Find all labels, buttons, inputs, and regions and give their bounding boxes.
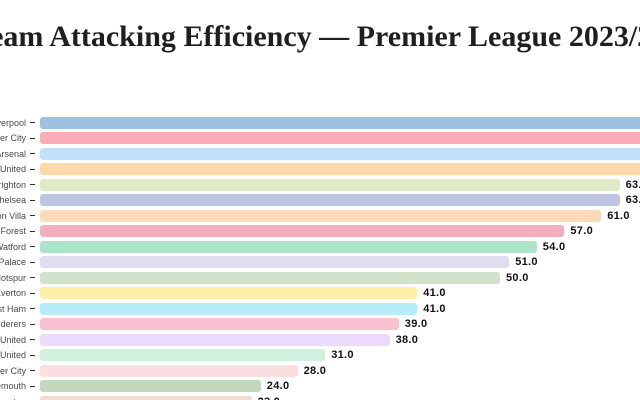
bar-row: Everton 41.0 [0, 286, 640, 302]
y-axis-team-label: Newcastle United [0, 350, 26, 361]
y-axis-team-label: Liverpool [0, 117, 26, 128]
y-tick-mark [30, 339, 35, 341]
team-bar [40, 333, 390, 346]
y-tick-mark [30, 261, 35, 263]
team-bar [40, 364, 298, 377]
bar-value-label: 51.0 [515, 256, 538, 269]
y-axis-team-label: Aston Villa [0, 210, 26, 221]
y-tick-mark [30, 122, 35, 124]
bar-value-label: 41.0 [423, 287, 446, 300]
y-axis-team-label: Bournemouth [0, 381, 26, 392]
bar-row: Leeds United 38.0 [0, 332, 640, 348]
y-axis-team-label: Crystal Palace [0, 257, 26, 268]
team-bar [40, 147, 640, 160]
bar-row: Nottingham Forest 57.0 [0, 224, 640, 240]
bar-row: Crystal Palace 51.0 [0, 255, 640, 271]
bar-row: Manchester City [0, 131, 640, 147]
team-bar [40, 225, 565, 238]
y-tick-mark [30, 184, 35, 186]
bar-value-label: 38.0 [395, 333, 419, 346]
y-axis-team-label: Chelsea [0, 195, 26, 206]
bar-row: Chelsea 63.0 [0, 193, 640, 209]
bar-row: Manchester United [0, 162, 640, 178]
bar-row: Bournemouth 24.0 [0, 379, 640, 395]
y-axis-team-label: Arsenal [0, 148, 26, 159]
team-bar [40, 194, 620, 207]
y-tick-mark [30, 354, 35, 356]
y-axis-team-label: Southampton [0, 397, 26, 400]
bar-value-label: 63.0 [625, 194, 640, 207]
y-axis-team-label: Tottenham Hotspur [0, 272, 26, 283]
team-bar [40, 209, 602, 222]
team-bar [40, 178, 620, 191]
team-bar [40, 116, 640, 129]
bar-value-label: 23.0 [258, 396, 281, 400]
y-tick-mark [30, 385, 35, 387]
chart-title: Team Attacking Efficiency — Premier Leag… [0, 20, 640, 53]
team-bar [40, 318, 399, 331]
y-tick-mark [30, 199, 35, 201]
bar-value-label: 61.0 [607, 209, 630, 222]
bar-row: Wolverhampton Wanderers 39.0 [0, 317, 640, 333]
y-tick-mark [30, 323, 35, 325]
bar-row: West Ham 41.0 [0, 301, 640, 317]
bar-row: Liverpool [0, 115, 640, 131]
y-tick-mark [30, 308, 35, 310]
bar-row: Aston Villa 61.0 [0, 208, 640, 224]
bar-row: Watford 54.0 [0, 239, 640, 255]
y-axis-team-label: Wolverhampton Wanderers [0, 319, 26, 330]
y-axis-team-label: Nottingham Forest [0, 226, 26, 237]
y-tick-mark [30, 153, 35, 155]
bar-value-label: 41.0 [423, 302, 446, 315]
bar-row: Newcastle United 31.0 [0, 348, 640, 364]
team-bar [40, 240, 537, 253]
team-bar [40, 256, 510, 269]
bar-value-label: 50.0 [506, 271, 529, 284]
bar-rows-container: Liverpool Manchester City Arsenal Mancheste… [0, 115, 640, 400]
y-axis-team-label: Manchester City [0, 133, 26, 144]
bar-row: Brighton 63.0 [0, 177, 640, 193]
team-bar [40, 395, 252, 400]
team-bar [40, 132, 640, 145]
y-axis-team-label: West Ham [0, 303, 26, 314]
y-tick-mark [30, 215, 35, 217]
team-bar [40, 302, 418, 315]
y-axis-team-label: Leicester City [0, 365, 26, 376]
bar-row: Southampton 23.0 [0, 394, 640, 400]
bar-value-label: 39.0 [404, 318, 428, 331]
y-tick-mark [30, 277, 35, 279]
bar-value-label: 63.0 [625, 178, 640, 191]
bar-value-label: 24.0 [266, 380, 290, 393]
y-tick-mark [30, 292, 35, 294]
y-axis-team-label: Watford [0, 241, 26, 252]
bar-row: Arsenal [0, 146, 640, 162]
team-bar [40, 287, 418, 300]
bar-value-label: 28.0 [303, 364, 327, 377]
bar-value-label: 57.0 [570, 225, 593, 238]
y-axis-team-label: Brighton [0, 179, 26, 190]
bar-row: Leicester City 28.0 [0, 363, 640, 379]
team-bar [40, 271, 500, 284]
y-tick-mark [30, 246, 35, 248]
team-bar [40, 163, 640, 176]
team-bar [40, 380, 261, 393]
team-bar [40, 349, 326, 362]
bar-value-label: 54.0 [542, 240, 566, 253]
bar-row: Tottenham Hotspur 50.0 [0, 270, 640, 286]
y-axis-team-label: Everton [0, 288, 26, 299]
y-tick-mark [30, 370, 35, 372]
bar-value-label: 31.0 [331, 349, 354, 362]
y-tick-mark [30, 168, 35, 170]
y-axis-team-label: Manchester United [0, 164, 26, 175]
y-tick-mark [30, 230, 35, 232]
y-tick-mark [30, 137, 35, 139]
y-axis-team-label: Leeds United [0, 334, 26, 345]
